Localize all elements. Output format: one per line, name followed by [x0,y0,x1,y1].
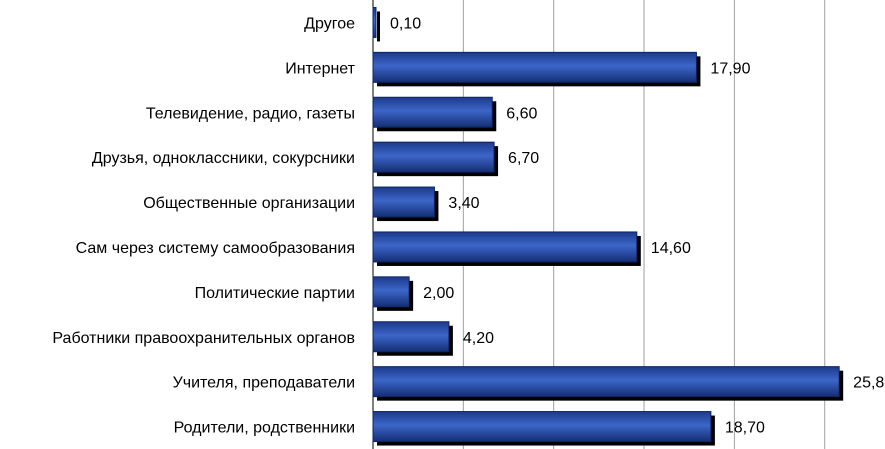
category-label: Политические партии [195,285,355,302]
value-label: 6,60 [506,105,537,122]
bar [372,321,450,353]
category-label: Работники правоохранительных органов [52,330,355,347]
value-label: 0,10 [390,15,421,32]
value-label: 18,70 [725,420,765,437]
bar [372,366,840,398]
category-label: Сам через систему самообразования [76,240,355,257]
value-label: 2,00 [423,285,454,302]
value-label: 6,70 [508,150,539,167]
value-label: 3,40 [448,195,479,212]
bar [372,96,493,128]
bar [372,186,435,218]
bar [372,51,697,83]
bar-shadow [377,11,380,42]
bar [372,231,638,263]
category-label: Телевидение, радио, газеты [146,105,355,122]
value-label: 17,90 [710,60,750,77]
category-label: Другое [304,15,355,32]
value-label: 14,60 [651,240,691,257]
category-label: Учителя, преподаватели [173,375,355,392]
bars-group: Другое 0,10 Интернет 17,90 Телевидение, ради… [52,6,885,446]
bar [372,141,495,173]
value-label: 4,20 [463,330,494,347]
bar [372,411,712,443]
value-label: 25,80 [853,375,885,392]
category-label: Родители, родственники [174,420,355,437]
category-label: Общественные организации [143,195,355,212]
bar [372,6,377,38]
bar [372,276,410,308]
category-label: Интернет [285,60,355,77]
category-label: Друзья, одноклассники, сокурсники [92,150,355,167]
